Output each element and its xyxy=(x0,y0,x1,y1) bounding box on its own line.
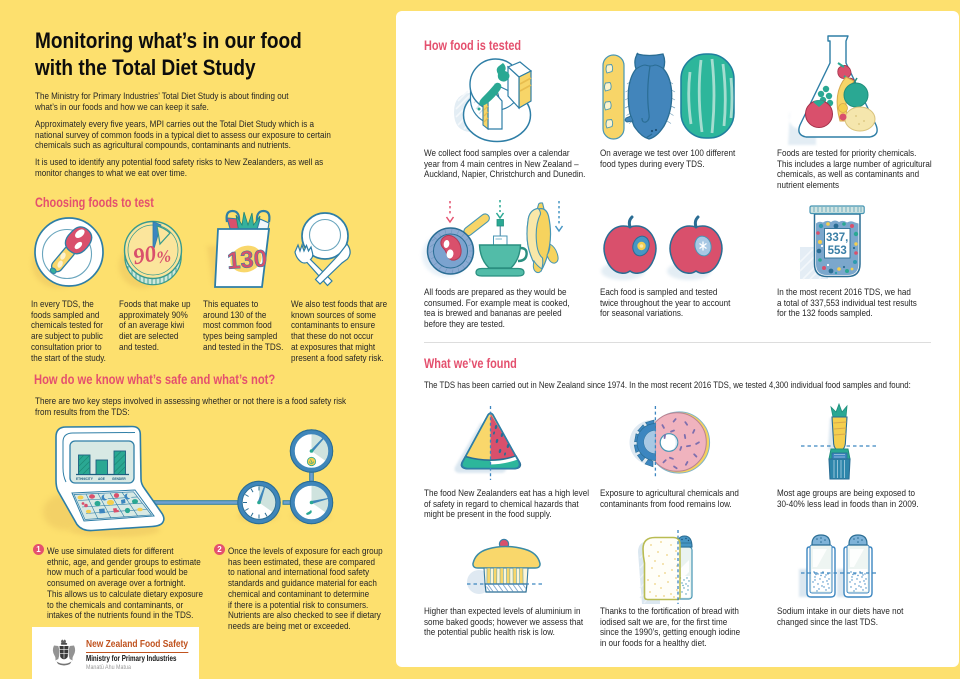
svg-text:AGE: AGE xyxy=(98,477,105,481)
svg-text:337,: 337, xyxy=(826,232,848,244)
svg-text:GENDER: GENDER xyxy=(112,477,126,481)
svg-text:553: 553 xyxy=(828,245,847,257)
svg-text:ETHNICITY: ETHNICITY xyxy=(76,477,94,481)
svg-text:130: 130 xyxy=(226,245,268,275)
